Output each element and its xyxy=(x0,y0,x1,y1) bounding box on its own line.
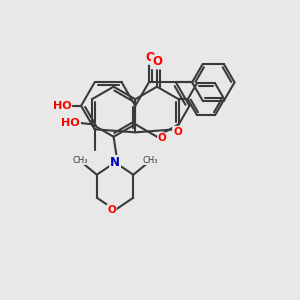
Text: O: O xyxy=(152,56,162,68)
Text: O: O xyxy=(145,51,155,64)
Text: N: N xyxy=(110,156,120,169)
Text: O: O xyxy=(107,205,116,215)
Text: HO: HO xyxy=(52,101,71,111)
Text: O: O xyxy=(158,133,167,143)
Text: CH₃: CH₃ xyxy=(72,155,88,164)
Text: CH₃: CH₃ xyxy=(142,155,158,164)
Text: O: O xyxy=(173,127,182,136)
Text: HO: HO xyxy=(61,118,80,128)
